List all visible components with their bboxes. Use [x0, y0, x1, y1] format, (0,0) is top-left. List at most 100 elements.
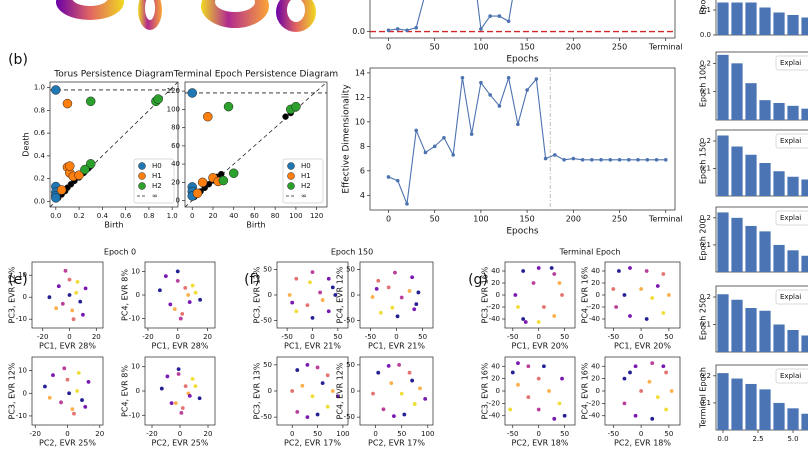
scatter-point [333, 293, 338, 297]
scatter-point [190, 283, 195, 288]
x-tick-label: 0 [178, 430, 182, 438]
x-axis-label: PC2, EVR 25% [152, 439, 209, 448]
y-tick-label: 50 [346, 266, 355, 274]
y-axis-label: PC3, EVR 12% [8, 266, 17, 323]
x-axis-label: PC1, EVR 21% [284, 342, 341, 351]
y-tick-label: 0 [496, 291, 500, 299]
y-tick-label: 120 [167, 87, 180, 95]
torus-hole [215, 0, 255, 12]
bar [801, 179, 808, 196]
plot-area [50, 82, 178, 207]
y-tick-label: 0 [496, 387, 500, 395]
bar [717, 373, 729, 430]
scatter-point [54, 306, 59, 311]
bar [773, 324, 785, 352]
scatter-point [560, 376, 564, 381]
bar [717, 54, 729, 120]
data-point [479, 27, 483, 31]
scatter-point [180, 311, 185, 316]
plot-area [371, 362, 428, 419]
scatter-point [418, 386, 422, 391]
x-tick-label: -50 [281, 333, 292, 341]
data-point [562, 158, 566, 162]
y-tick-label: 1.0 [34, 84, 45, 92]
scatter-point [60, 301, 65, 306]
x-tick-label: 0 [65, 430, 69, 438]
scatter-point [661, 272, 666, 276]
scatter-point [86, 380, 91, 384]
scatter-point [669, 389, 674, 393]
persistence-point [56, 185, 67, 195]
legend-label: Explai [780, 214, 801, 222]
y-tick-label: 0 [23, 389, 27, 397]
legend: Explai [775, 368, 808, 384]
x-axis-label: Epochs [506, 55, 539, 65]
x-tick-label: 50 [560, 333, 569, 341]
legend: H0 H1 H2 ∞ [282, 158, 324, 204]
y-axis-label: Epoch 150 [699, 142, 708, 184]
scatter-point [310, 270, 315, 275]
y-tick-label: -10 [16, 412, 27, 420]
legend-label: H0 [152, 162, 162, 170]
scatter-point [412, 402, 417, 406]
data-point [395, 27, 400, 31]
scatter-point [295, 368, 300, 372]
scatter-point [541, 305, 546, 309]
scatter-point [655, 395, 660, 400]
legend-label: Explai [780, 137, 801, 145]
legend-box [775, 55, 808, 71]
scatter-point [650, 361, 655, 366]
scatter-point [59, 400, 63, 405]
scatter-point [666, 293, 671, 297]
x-tick-label: 100 [473, 43, 488, 52]
scatter-point [70, 407, 75, 412]
scatter-point [183, 286, 188, 290]
data-point [479, 80, 483, 85]
y-axis-label: PC4, EVR 16% [581, 266, 590, 323]
x-tick-label: -20 [37, 333, 48, 341]
data-point [543, 156, 548, 161]
plot-area [513, 266, 564, 324]
y-tick-label: -20 [589, 399, 600, 407]
x-tick-label: 20 [204, 430, 213, 438]
x-axis-label: PC1, EVR 20% [512, 342, 569, 351]
y-tick-label: -50 [261, 316, 272, 324]
scatter-point [407, 370, 412, 375]
panel-label: (f) [244, 272, 260, 288]
y-tick-label: 80 [171, 124, 180, 132]
persistence-point [187, 88, 198, 98]
scatter-point [76, 370, 81, 375]
scatter-point [175, 278, 180, 283]
plot-area [717, 373, 808, 430]
legend-label: ∞ [152, 192, 158, 200]
data-point [580, 158, 585, 162]
x-tick-label: 50 [664, 430, 673, 438]
legend-marker [138, 172, 146, 180]
x-tick-label: 0 [394, 333, 398, 341]
y-tick-label: 0.1 [700, 399, 711, 407]
panel-title: Epoch 150 [331, 248, 373, 257]
plot-area [370, 0, 675, 33]
bar [745, 225, 757, 272]
scatter-point [176, 372, 181, 376]
x-axis-label: PC2, EVR 18% [614, 439, 671, 448]
plot-area [717, 212, 808, 272]
y-tick-label: -50 [344, 316, 355, 324]
x-axis-label: PC2, EVR 18% [512, 439, 569, 448]
persistence-point [51, 85, 61, 95]
y-tick-label: -40 [589, 412, 600, 420]
y-axis-label: PC3, EVR 13% [253, 362, 262, 419]
y-axis-label: Epoch 250 [699, 298, 708, 340]
scatter-point [47, 295, 52, 300]
scatter-point [661, 311, 666, 315]
bar [731, 63, 743, 120]
persistence-point [65, 161, 75, 171]
scatter-point [410, 378, 415, 383]
x-axis-label: PC1, EVR 28% [39, 342, 96, 351]
scatter-point [370, 295, 375, 299]
x-tick-label: -20 [146, 430, 157, 438]
